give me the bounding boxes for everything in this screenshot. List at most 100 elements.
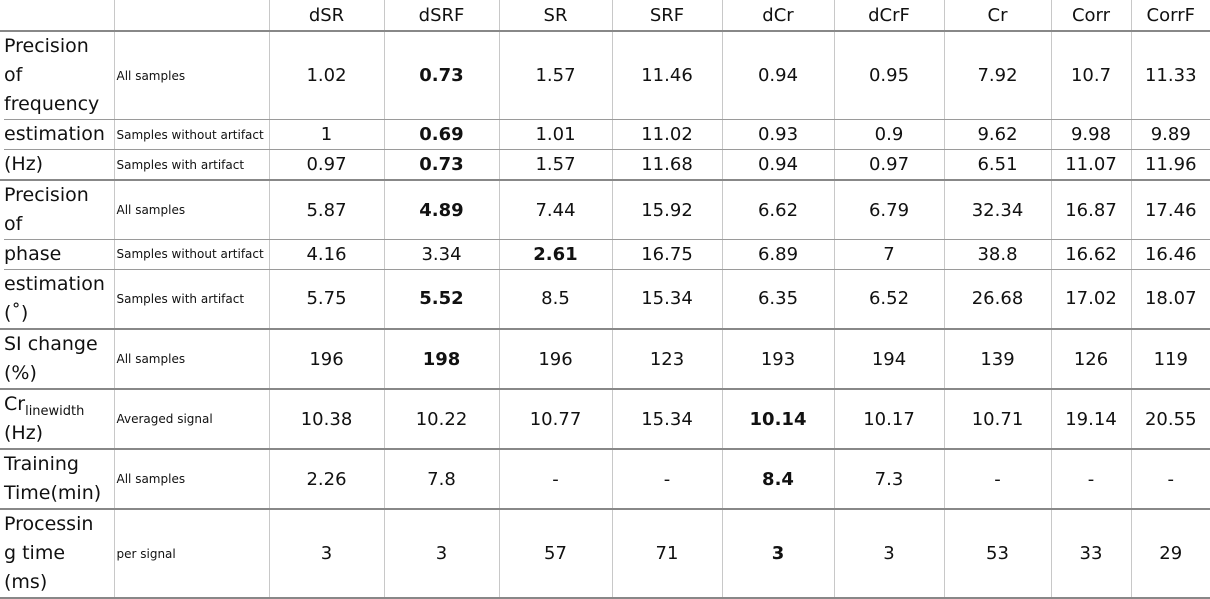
sub-label: Samples without artifact bbox=[113, 239, 270, 270]
cell-value: 8.4 bbox=[721, 449, 834, 510]
cell-value: 0.73 bbox=[383, 31, 499, 121]
cell-value: 10.22 bbox=[383, 389, 499, 450]
cell-value: 8.5 bbox=[498, 269, 612, 330]
cell-value: 11.07 bbox=[1050, 149, 1131, 182]
cell-value: 3 bbox=[268, 509, 384, 599]
table-row: Precision of frequency estimation (Hz) A… bbox=[0, 31, 1210, 181]
cell-value: 3 bbox=[383, 509, 499, 599]
cell-value: 196 bbox=[498, 329, 612, 390]
cell-value: 0.93 bbox=[721, 119, 834, 151]
header-blank-sub bbox=[113, 0, 269, 32]
cell-value: 119 bbox=[1130, 329, 1210, 390]
cell-value: 6.62 bbox=[721, 180, 834, 241]
category-line: Precision bbox=[4, 184, 89, 206]
category-line: Training bbox=[4, 453, 79, 475]
cell-value: 1.02 bbox=[268, 31, 384, 121]
category-line: Processin bbox=[4, 513, 94, 535]
cell-value: 6.35 bbox=[721, 269, 834, 330]
table-row: Samples without artifact 1 0.69 1.01 11.… bbox=[0, 119, 1210, 151]
table-row: SI change (%) All samples 196 198 196 12… bbox=[0, 329, 1210, 390]
cr-subscript-label: linewidth bbox=[25, 404, 85, 419]
cell-value: 7.3 bbox=[833, 449, 944, 510]
cell-value: 7 bbox=[833, 239, 944, 270]
cell-value: 11.96 bbox=[1130, 149, 1210, 182]
cell-value: 11.46 bbox=[611, 31, 722, 121]
cell-value: 3.34 bbox=[383, 239, 499, 270]
category-line: Time(min) bbox=[4, 482, 102, 504]
table-row: Samples with artifact 5.75 5.52 8.5 15.3… bbox=[0, 269, 1210, 330]
cell-value: 3 bbox=[721, 509, 834, 599]
cell-value: 17.46 bbox=[1130, 180, 1210, 241]
cell-value: 0.94 bbox=[721, 149, 834, 182]
category-line: estimation bbox=[4, 120, 114, 150]
cell-value: 6.89 bbox=[721, 239, 834, 270]
cell-value: - bbox=[1050, 449, 1131, 510]
cell-value: 53 bbox=[943, 509, 1051, 599]
category-line: (ms) bbox=[4, 571, 48, 593]
cell-value: 29 bbox=[1130, 509, 1210, 599]
cell-value: 15.34 bbox=[611, 269, 722, 330]
category-line: of bbox=[4, 210, 114, 240]
cell-value: 10.71 bbox=[943, 389, 1051, 450]
cell-value: 10.77 bbox=[498, 389, 612, 450]
column-header: dCr bbox=[721, 0, 834, 32]
cell-value: 15.34 bbox=[611, 389, 722, 450]
header-blank bbox=[0, 0, 114, 32]
cell-value: 194 bbox=[833, 329, 944, 390]
cell-value: 0.97 bbox=[268, 149, 384, 182]
category-line: (˚) bbox=[4, 302, 29, 324]
category-line: Crlinewidth bbox=[4, 390, 114, 419]
category-line: SI change bbox=[4, 333, 98, 355]
cell-value: 57 bbox=[498, 509, 612, 599]
cell-value: 38.8 bbox=[943, 239, 1051, 270]
column-header: dSRF bbox=[383, 0, 499, 32]
table-row: Crlinewidth (Hz) Averaged signal 10.38 1… bbox=[0, 389, 1210, 450]
category-line: (%) bbox=[4, 362, 37, 384]
cell-value: 10.14 bbox=[721, 389, 834, 450]
cell-value: 32.34 bbox=[943, 180, 1051, 241]
table-row: Precision of phase estimation (˚) All sa… bbox=[0, 180, 1210, 330]
cell-value: 198 bbox=[383, 329, 499, 390]
cell-value: 11.02 bbox=[611, 119, 722, 151]
table-row: Samples without artifact 4.16 3.34 2.61 … bbox=[0, 239, 1210, 270]
category-line: (Hz) bbox=[4, 153, 44, 175]
cell-value: 1.57 bbox=[498, 31, 612, 121]
sub-label: All samples bbox=[113, 180, 270, 241]
cell-value: 0.97 bbox=[833, 149, 944, 182]
cell-value: - bbox=[611, 449, 722, 510]
cell-value: 6.79 bbox=[833, 180, 944, 241]
category-line: (Hz) bbox=[4, 422, 44, 444]
cell-value: - bbox=[498, 449, 612, 510]
cell-value: 0.73 bbox=[383, 149, 499, 182]
cell-value: 16.46 bbox=[1130, 239, 1210, 270]
cell-value: 7.92 bbox=[943, 31, 1051, 121]
sub-label: Samples without artifact bbox=[113, 119, 270, 151]
category-line: estimation bbox=[4, 273, 105, 295]
category-line: g time bbox=[4, 542, 66, 564]
row-category-phase: Precision of phase estimation (˚) bbox=[0, 180, 114, 330]
column-header: Cr bbox=[943, 0, 1051, 32]
cell-value: 11.68 bbox=[611, 149, 722, 182]
cell-value: 10.7 bbox=[1050, 31, 1131, 121]
row-category-training-time: Training Time(min) bbox=[0, 449, 114, 510]
category-line: of bbox=[4, 64, 23, 86]
cell-value: 16.62 bbox=[1050, 239, 1131, 270]
cell-value: 0.94 bbox=[721, 31, 834, 121]
cell-value: 11.33 bbox=[1130, 31, 1210, 121]
cell-value: 10.38 bbox=[268, 389, 384, 450]
cell-value: 20.55 bbox=[1130, 389, 1210, 450]
category-line: frequency bbox=[4, 90, 114, 120]
table-row: Training Time(min) All samples 2.26 7.8 … bbox=[0, 449, 1210, 510]
cell-value: 17.02 bbox=[1050, 269, 1131, 330]
cell-value: 5.87 bbox=[268, 180, 384, 241]
cell-value: 139 bbox=[943, 329, 1051, 390]
row-category-cr-linewidth: Crlinewidth (Hz) bbox=[0, 389, 114, 450]
cell-value: 123 bbox=[611, 329, 722, 390]
category-line: Precision bbox=[4, 35, 89, 57]
sub-label: All samples bbox=[113, 449, 270, 510]
row-category-frequency: Precision of frequency estimation (Hz) bbox=[0, 31, 114, 181]
cell-value: 33 bbox=[1050, 509, 1131, 599]
sub-label: All samples bbox=[113, 31, 270, 121]
row-category-si-change: SI change (%) bbox=[0, 329, 114, 390]
